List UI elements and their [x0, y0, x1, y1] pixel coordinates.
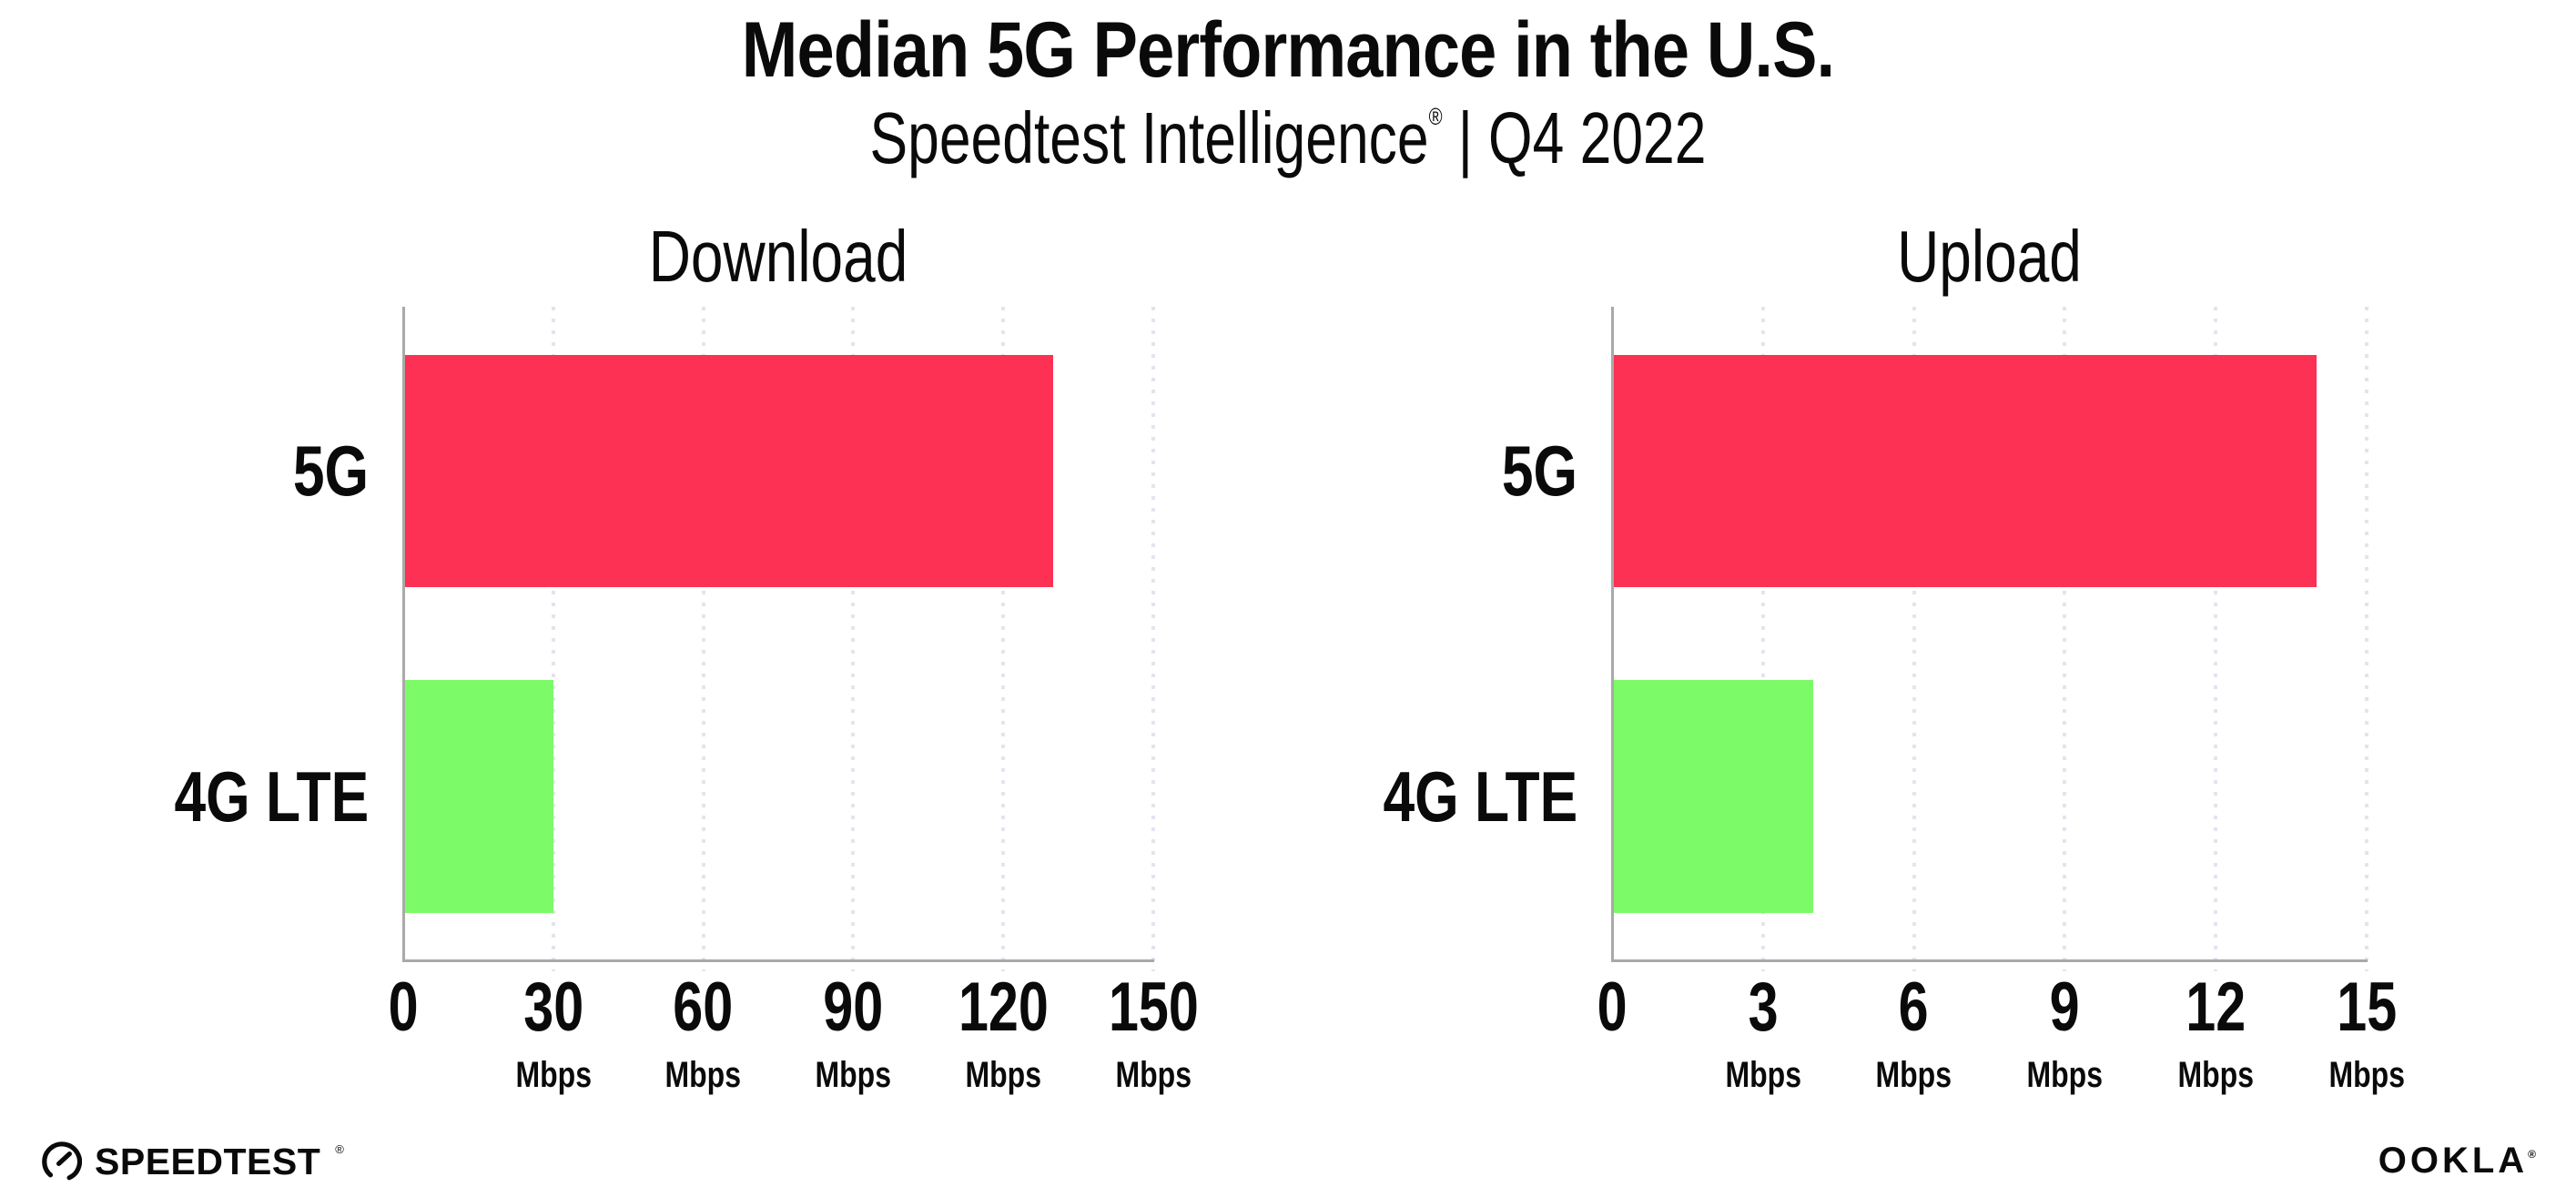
x-tick-label: 12: [2186, 969, 2246, 1046]
x-tick-unit: Mbps: [2026, 1055, 2104, 1095]
x-tick-label: 60: [673, 969, 734, 1046]
ookla-logo: OOKLA®: [2378, 1142, 2540, 1179]
x-axis-upload: 0 3 Mbps 6 Mbps 9 Mbps 12 Mbps 15 Mbps: [1597, 969, 2405, 1101]
x-tick-label: 6: [1899, 969, 1930, 1046]
ookla-wordmark: OOKLA: [2378, 1141, 2529, 1181]
gridline-6-mbps: [1912, 307, 1916, 971]
subtitle-separator: |: [1457, 97, 1473, 178]
download-plot-area: 5G 4G LTE 0 30 Mbps 60 Mbps 90 Mbps 120 Mbps 150 Mbp…: [174, 307, 1198, 1093]
x-tick-label: 150: [1108, 969, 1199, 1046]
bar-4g-lte-upload: [1612, 680, 1814, 913]
x-tick-label: 90: [823, 969, 884, 1046]
subtitle-brand: Speedtest Intelligence: [869, 97, 1429, 178]
x-tick-unit: Mbps: [1115, 1055, 1192, 1095]
download-chart-title: Download: [648, 216, 908, 297]
speedtest-logo: SPEEDTEST ®: [40, 1139, 344, 1184]
speedtest-registered-mark: ®: [335, 1141, 344, 1156]
gridline-120-mbps: [1001, 307, 1006, 971]
gridline-60-mbps: [701, 307, 705, 971]
gridline-3-mbps: [1760, 307, 1765, 971]
gridline-30-mbps: [551, 307, 555, 971]
x-tick-unit: Mbps: [815, 1055, 892, 1095]
category-label-5g: 5G: [1501, 431, 1577, 511]
bar-4g-lte-download: [403, 680, 553, 913]
gridline-15-mbps: [2365, 307, 2368, 971]
x-tick-unit: Mbps: [2328, 1055, 2405, 1095]
speedtest-wordmark: SPEEDTEST: [95, 1140, 321, 1182]
x-tick-unit: Mbps: [515, 1055, 592, 1095]
x-axis-download: 0 30 Mbps 60 Mbps 90 Mbps 120 Mbps 150 Mbps: [389, 969, 1199, 1101]
x-tick-unit: Mbps: [2177, 1055, 2254, 1095]
gridline-150-mbps: [1151, 307, 1155, 971]
x-tick-label: 120: [958, 969, 1049, 1046]
upload-plot-area: 5G 4G LTE 0 3 Mbps 6 Mbps 9 Mbps 12 Mbps 15 Mbps: [1383, 307, 2405, 1093]
gridline-12-mbps: [2214, 307, 2218, 971]
x-tick-label: 0: [388, 969, 419, 1046]
x-tick-label: 9: [2049, 969, 2080, 1046]
bar-5g-download: [403, 355, 1054, 587]
registered-mark: ®: [1428, 103, 1443, 130]
x-tick-unit: Mbps: [1875, 1055, 1952, 1095]
speedtest-gauge-icon: [42, 1141, 82, 1181]
x-tick-unit: Mbps: [664, 1055, 742, 1095]
x-tick-label: 30: [522, 969, 583, 1046]
upload-chart-title: Upload: [1897, 216, 2082, 297]
category-label-4g-lte: 4G LTE: [1383, 756, 1577, 837]
subtitle-period: Q4 2022: [1488, 97, 1707, 178]
category-label-4g-lte: 4G LTE: [174, 756, 369, 837]
page-title: Median 5G Performance in the U.S.: [741, 6, 1835, 94]
x-tick-unit: Mbps: [965, 1055, 1041, 1095]
y-axis-line: [1611, 307, 1614, 960]
x-axis-line: [1611, 959, 2368, 962]
x-tick-label: 0: [1597, 969, 1628, 1046]
gridline-9-mbps: [2063, 307, 2067, 971]
ookla-registered-mark: ®: [2528, 1148, 2540, 1161]
gridline-90-mbps: [851, 307, 856, 971]
category-label-5g: 5G: [292, 431, 369, 511]
bar-5g-upload: [1612, 355, 2317, 587]
x-tick-label: 3: [1748, 969, 1779, 1046]
x-axis-line: [402, 959, 1154, 962]
y-axis-line: [402, 307, 405, 960]
x-tick-unit: Mbps: [1725, 1055, 1801, 1095]
page-subtitle: Speedtest Intelligence® | Q4 2022: [283, 102, 2292, 175]
x-tick-label: 15: [2337, 969, 2397, 1046]
